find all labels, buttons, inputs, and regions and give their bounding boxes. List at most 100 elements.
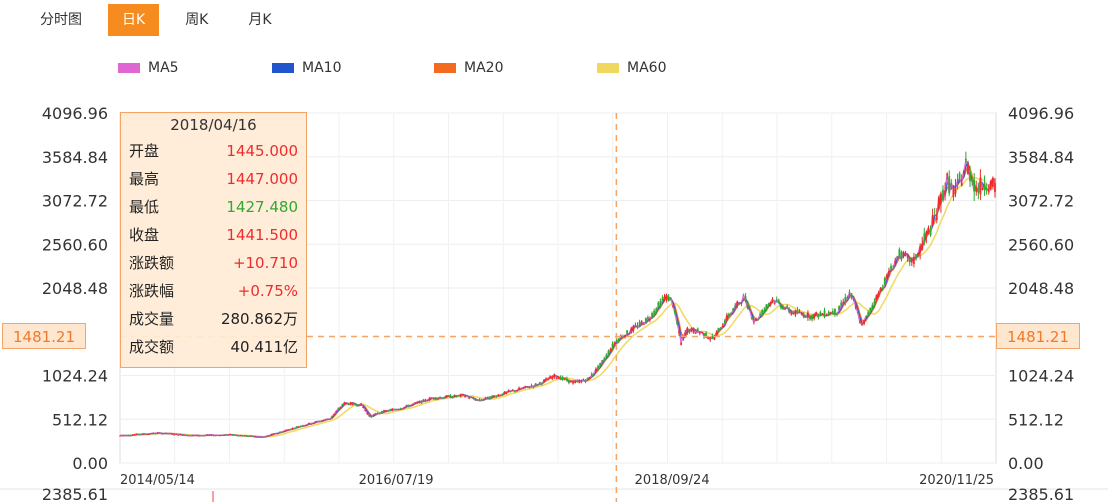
candle-body: [829, 312, 832, 314]
tab-weekly-k[interactable]: 周K: [185, 12, 209, 28]
legend-item-ma10[interactable]: MA10: [272, 58, 341, 78]
candle-body: [551, 376, 554, 379]
candle-body: [416, 402, 419, 404]
candle-body: [964, 158, 967, 161]
candle-body: [549, 376, 552, 379]
candle-body: [270, 434, 273, 436]
ohlc-tooltip: 2018/04/16 开盘 1445.000 最高 1447.000 最低 1427.48…: [120, 112, 307, 368]
candle-body: [320, 420, 323, 422]
candle-body: [840, 302, 843, 306]
candle-body: [638, 321, 641, 326]
candle-body: [838, 305, 840, 311]
tooltip-value: +10.710: [232, 254, 298, 272]
candle-body: [728, 313, 730, 317]
candle-body: [809, 315, 811, 319]
y-tick-label-right: 2048.48: [1008, 279, 1074, 298]
candle-body: [191, 435, 194, 437]
candle-body: [908, 256, 911, 263]
tooltip-row: 成交量 280.862万: [121, 305, 306, 333]
candle-body: [950, 182, 953, 184]
candle-body: [630, 328, 633, 333]
candle-body: [873, 301, 876, 305]
candle-body: [676, 322, 678, 324]
candle-body: [831, 311, 834, 314]
candle-body: [484, 397, 487, 399]
y-tick-label-left: 2048.48: [42, 279, 108, 298]
kline-period-tabs: 分时图 日K 周K 月K: [26, 4, 298, 36]
tooltip-value: 1445.000: [226, 142, 298, 160]
candle-body: [611, 343, 614, 348]
candle-body: [707, 338, 710, 339]
candle-body: [387, 410, 389, 412]
candle-body: [750, 318, 753, 319]
candle-body: [669, 297, 672, 299]
legend-swatch: [597, 63, 619, 73]
candle-body: [202, 435, 205, 437]
candle-body: [252, 436, 254, 438]
candle-body: [133, 434, 136, 436]
tab-monthly-k[interactable]: 月K: [248, 12, 272, 28]
tooltip-date: 2018/04/16: [170, 116, 257, 134]
candle-body: [150, 432, 153, 434]
legend-item-ma20[interactable]: MA20: [434, 58, 503, 78]
candle-body: [933, 214, 936, 216]
y-tick-label-right: 3584.84: [1008, 148, 1074, 167]
candle-body: [470, 397, 473, 398]
candle-body: [973, 179, 976, 192]
candle-body: [580, 380, 583, 383]
candle-body: [923, 233, 926, 238]
candle-body: [277, 433, 279, 434]
candle-body: [462, 394, 464, 396]
candle-body: [468, 397, 471, 399]
y-tick-label-right: 512.12: [1008, 410, 1064, 429]
legend-item-ma60[interactable]: MA60: [597, 58, 666, 78]
candle-body: [343, 402, 346, 405]
candle-body: [193, 435, 196, 437]
candle-body: [420, 400, 423, 404]
tab-intraday[interactable]: 分时图: [40, 12, 82, 28]
candle-body: [659, 301, 662, 307]
candle-body: [655, 308, 658, 312]
candle-body: [511, 390, 514, 392]
tooltip-row: 最低 1427.480: [121, 193, 306, 221]
candle-body: [755, 318, 757, 321]
candle-body: [796, 310, 799, 314]
candle-body: [942, 189, 944, 201]
candle-body: [813, 314, 816, 319]
candle-body: [605, 354, 608, 357]
candle-body: [414, 402, 417, 404]
y-tick-label-left: 3072.72: [42, 192, 108, 211]
tab-daily-k[interactable]: 日K: [108, 4, 160, 36]
candle-body: [247, 435, 250, 437]
candle-body: [127, 434, 130, 436]
candle-body: [210, 434, 213, 436]
y-tick-label-right: 3072.72: [1008, 192, 1074, 211]
candle-body: [430, 398, 433, 399]
candle-body: [162, 433, 165, 435]
candle-body: [701, 332, 703, 334]
tooltip-label: 最低: [129, 198, 160, 216]
candle-body: [570, 380, 572, 383]
candle-body: [295, 426, 298, 428]
candle-body: [518, 388, 520, 390]
candle-body: [846, 297, 849, 299]
legend-swatch: [272, 63, 294, 73]
candle-body: [218, 435, 221, 437]
candle-body: [156, 432, 159, 434]
candle-body: [692, 328, 695, 333]
volume-axis-label-right: 2385.61: [1008, 485, 1074, 502]
y-tick-label-left: 4096.96: [42, 104, 108, 123]
candle-body: [555, 377, 558, 379]
candle-body: [358, 404, 360, 406]
candle-body: [684, 332, 687, 336]
chart-legend: MA5 MA10 MA20 MA60: [0, 58, 1108, 78]
candle-body: [435, 397, 437, 400]
candle-body: [952, 187, 955, 197]
legend-item-ma5[interactable]: MA5: [118, 58, 179, 78]
candle-body: [459, 394, 462, 397]
tooltip-label: 最高: [129, 170, 160, 188]
candle-body: [817, 313, 820, 318]
candle-body: [245, 436, 248, 437]
candle-body: [815, 312, 818, 315]
